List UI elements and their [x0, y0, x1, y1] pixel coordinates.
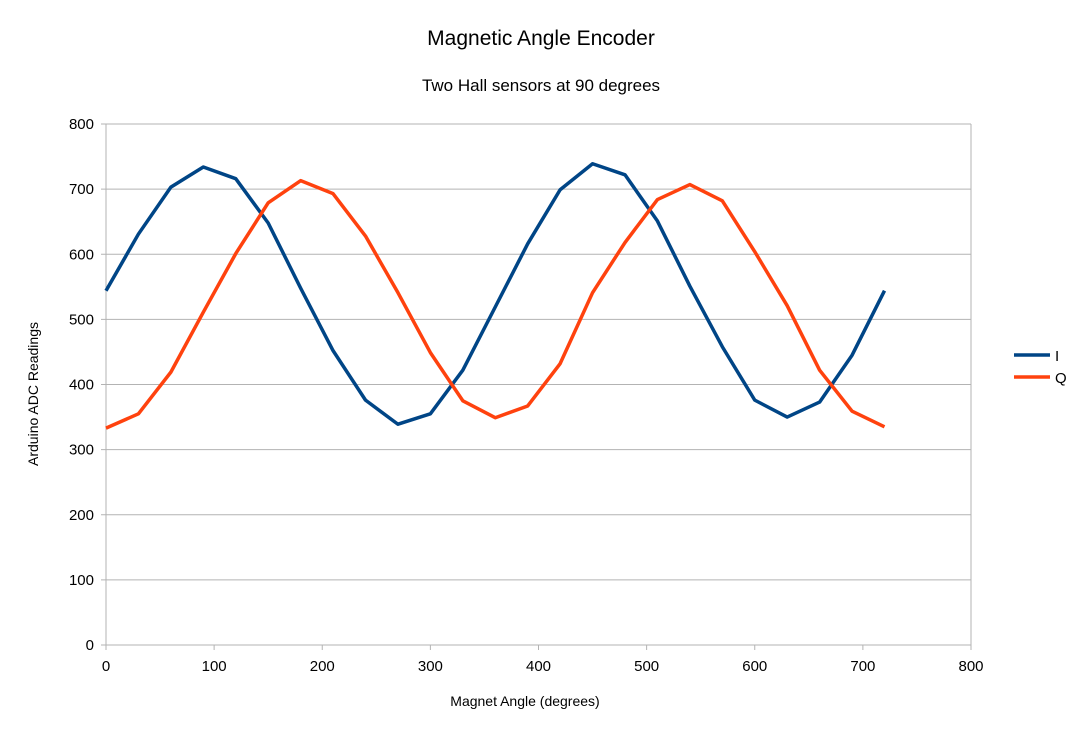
x-tick-label: 400 [526, 658, 551, 675]
x-tick-label: 700 [850, 658, 875, 675]
y-tick-label: 300 [69, 442, 94, 459]
y-tick-label: 200 [69, 507, 94, 524]
y-tick-label: 400 [69, 377, 94, 394]
x-tick-label: 100 [202, 658, 227, 675]
legend-label-I: I [1055, 348, 1059, 365]
series-line-Q [105, 178, 886, 430]
y-tick-label: 500 [69, 311, 94, 328]
x-tick-label: 0 [102, 658, 110, 675]
x-tick-label: 600 [742, 658, 767, 675]
y-tick-label: 800 [69, 116, 94, 133]
y-axis-label: Arduino ADC Readings [25, 322, 41, 466]
y-tick-label: 100 [69, 572, 94, 589]
chart-subtitle: Two Hall sensors at 90 degrees [422, 76, 660, 95]
legend-label-Q: Q [1055, 370, 1067, 387]
y-tick-label: 600 [69, 246, 94, 263]
x-tick-label: 800 [958, 658, 983, 675]
series-line-I [104, 161, 887, 426]
x-axis-label: Magnet Angle (degrees) [450, 693, 599, 709]
chart-title: Magnetic Angle Encoder [427, 27, 655, 50]
y-tick-label: 700 [69, 181, 94, 198]
x-tick-label: 300 [418, 658, 443, 675]
x-tick-label: 200 [310, 658, 335, 675]
x-tick-label: 500 [634, 658, 659, 675]
y-tick-label: 0 [86, 637, 94, 654]
